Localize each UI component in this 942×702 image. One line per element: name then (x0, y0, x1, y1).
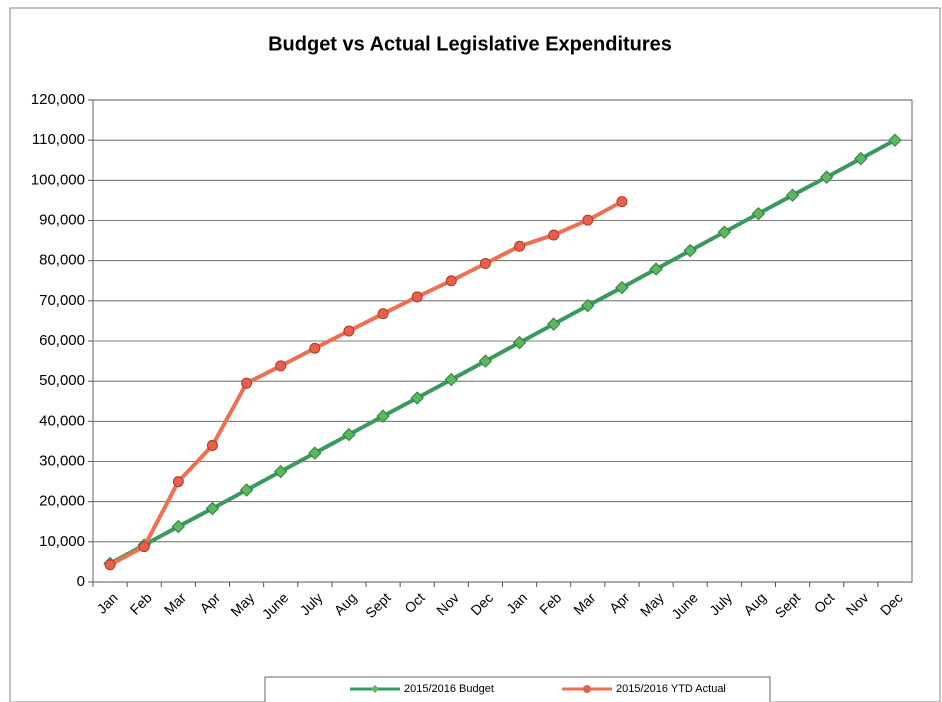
marker (581, 298, 595, 313)
marker (342, 427, 356, 442)
marker (616, 196, 628, 208)
legend-marker (371, 685, 379, 693)
series-line (109, 199, 623, 567)
marker (444, 372, 459, 387)
series-line (109, 138, 896, 566)
marker (206, 439, 218, 451)
marker (683, 243, 697, 258)
marker (308, 446, 322, 460)
marker (854, 151, 868, 166)
marker (241, 377, 253, 389)
marker (343, 325, 355, 337)
marker (819, 170, 834, 184)
marker (514, 240, 526, 252)
marker (548, 229, 560, 241)
marker (888, 133, 902, 147)
marker (479, 257, 491, 269)
chart-frame (9, 7, 941, 702)
marker (582, 214, 594, 226)
marker (309, 342, 321, 354)
legend-label: 2015/2016 Budget (404, 683, 494, 695)
marker (138, 541, 150, 553)
marker (445, 275, 457, 287)
marker (273, 464, 288, 479)
marker (615, 280, 629, 295)
y-tick-label: 50,000 (39, 372, 85, 389)
y-tick-label: 120,000 (31, 91, 85, 108)
marker (205, 501, 220, 516)
y-tick-label: 20,000 (39, 493, 85, 510)
marker (649, 262, 663, 276)
marker (172, 476, 184, 488)
marker (275, 360, 287, 372)
y-tick-label: 70,000 (39, 292, 85, 309)
y-tick-label: 60,000 (39, 332, 85, 349)
y-tick-label: 40,000 (39, 412, 85, 429)
marker (377, 308, 389, 320)
legend-label: 2015/2016 YTD Actual (616, 683, 726, 695)
marker (751, 206, 766, 221)
marker (717, 225, 732, 239)
marker (546, 317, 561, 331)
legend-box (264, 676, 771, 702)
marker (478, 354, 493, 368)
marker (411, 291, 423, 303)
marker (171, 519, 186, 534)
chart-title: Budget vs Actual Legislative Expenditure… (268, 33, 672, 55)
y-tick-label: 10,000 (39, 533, 85, 550)
marker (376, 409, 390, 423)
marker (410, 391, 424, 405)
legend-marker (583, 685, 591, 693)
y-tick-label: 80,000 (39, 252, 85, 269)
y-tick-label: 30,000 (39, 452, 85, 469)
y-tick-label: 110,000 (32, 131, 85, 148)
y-tick-label: 90,000 (39, 211, 85, 228)
marker (785, 188, 800, 202)
marker (104, 559, 116, 571)
y-tick-label: 0 (77, 573, 85, 590)
y-tick-label: 100,000 (31, 171, 85, 188)
marker (512, 335, 527, 350)
marker (239, 483, 254, 497)
